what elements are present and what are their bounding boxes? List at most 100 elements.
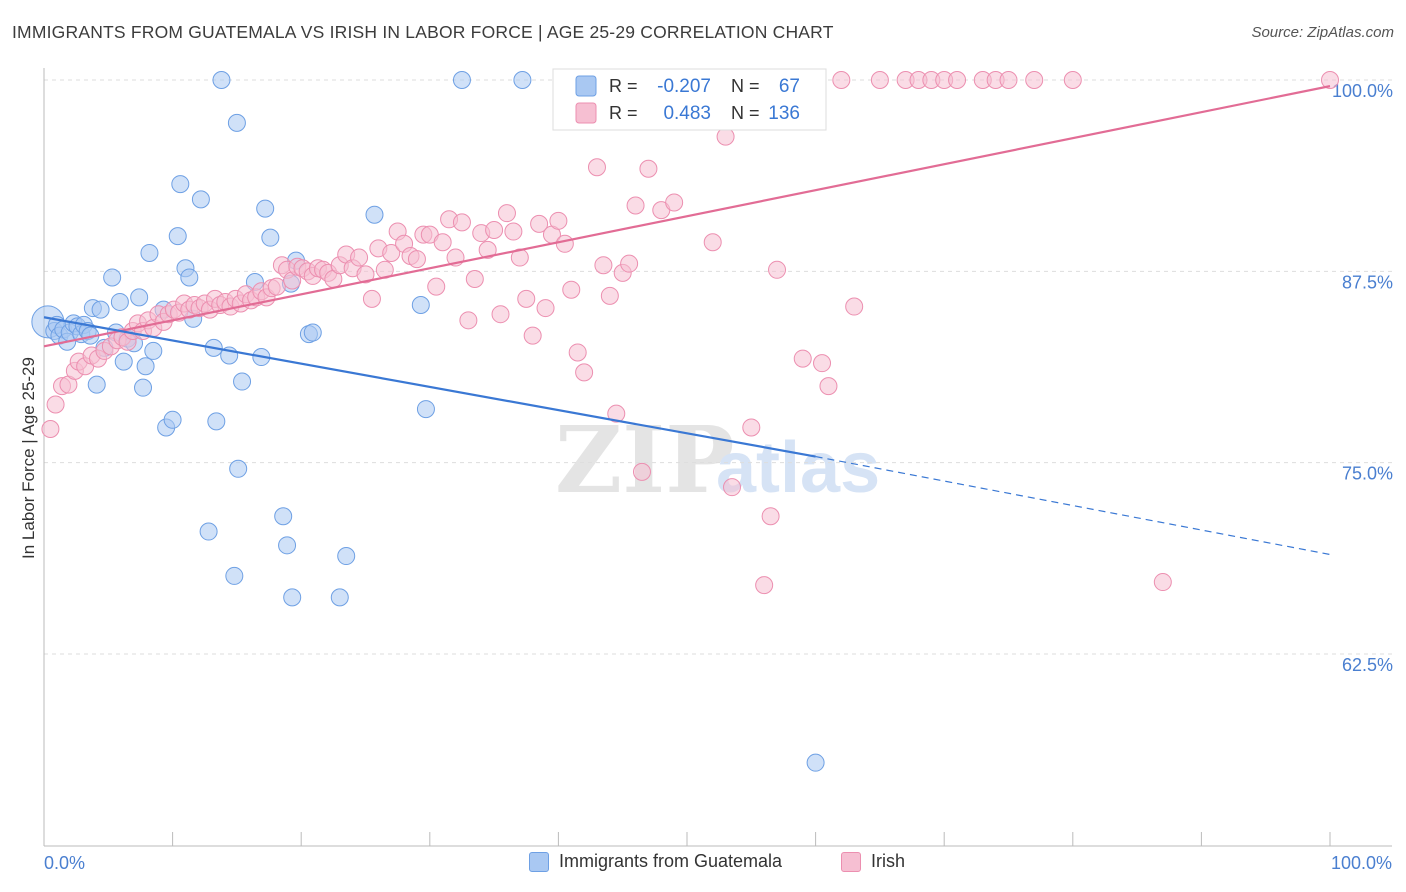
irish-point — [813, 354, 832, 373]
irish-point — [703, 233, 722, 252]
guatemala-point — [136, 357, 155, 376]
legend-n-value-irish: 136 — [768, 103, 800, 124]
guatemala-point — [91, 300, 110, 319]
legend-r-value-guatemala: -0.207 — [657, 76, 711, 97]
irish-point — [761, 507, 780, 526]
guatemala-point — [365, 205, 384, 224]
watermark-atlas: atlas — [716, 428, 880, 508]
legend-r-label: R = — [609, 103, 638, 123]
guatemala-point — [233, 372, 252, 391]
guatemala-point — [227, 113, 246, 132]
guatemala-point — [330, 588, 349, 607]
trend-lines — [43, 85, 1331, 556]
legend-r-value-irish: 0.483 — [663, 103, 711, 124]
trend-line-irish — [43, 85, 1331, 348]
irish-point — [587, 158, 606, 177]
irish-point — [1153, 573, 1172, 592]
x-ticks — [43, 832, 1331, 846]
irish-point — [523, 326, 542, 345]
y-tick-label-1: 75.0% — [1342, 464, 1393, 484]
guatemala-point — [134, 378, 153, 397]
guatemala-point — [411, 296, 430, 315]
guatemala-point — [256, 199, 275, 218]
irish-point — [562, 280, 581, 299]
irish-point — [517, 289, 536, 308]
irish-point — [742, 418, 761, 437]
guatemala-point — [163, 410, 182, 429]
guatemala-point — [337, 547, 356, 566]
irish-point — [594, 256, 613, 275]
legend-n-label: N = — [731, 103, 760, 123]
irish-point — [575, 363, 594, 382]
guatemala-point — [168, 227, 187, 246]
gridlines — [44, 79, 1392, 655]
irish-point — [568, 343, 587, 362]
guatemala-point — [130, 288, 149, 307]
guatemala-point — [207, 412, 226, 431]
irish-point — [639, 159, 658, 178]
irish-point — [768, 260, 787, 279]
legend-label-irish: Irish — [871, 851, 906, 871]
legend-label-guatemala: Immigrants from Guatemala — [559, 851, 783, 871]
legend-swatch-guatemala — [529, 851, 549, 872]
source-credit: Source: ZipAtlas.com — [1251, 24, 1394, 41]
irish-point — [845, 297, 864, 316]
irish-point — [427, 277, 446, 296]
y-tick-label-2: 87.5% — [1342, 272, 1393, 292]
irish-point — [530, 214, 549, 233]
guatemala-point — [303, 323, 322, 342]
guatemala-point — [199, 522, 218, 541]
legend-item-guatemala[interactable]: Immigrants from Guatemala — [529, 851, 782, 872]
legend-n-label: N = — [731, 76, 760, 96]
irish-point — [716, 127, 735, 146]
irish-point — [465, 269, 484, 288]
guatemala-point — [452, 71, 471, 89]
irish-point — [459, 311, 478, 330]
legend-swatch-guatemala — [575, 75, 597, 97]
trend-line-guatemala-extension — [815, 455, 1331, 556]
y-tick-labels: 62.5% 75.0% 87.5% 100.0% — [1332, 81, 1393, 675]
guatemala-point — [171, 175, 190, 194]
irish-point — [407, 250, 426, 269]
trend-line-guatemala — [43, 316, 816, 458]
irish-point — [948, 71, 967, 89]
irish-point — [819, 377, 838, 396]
irish-point — [793, 349, 812, 368]
guatemala-point — [274, 507, 293, 526]
irish-point — [755, 576, 774, 595]
guatemala-point — [416, 400, 435, 419]
irish-point — [497, 204, 516, 223]
irish-point — [1025, 71, 1044, 89]
guatemala-point — [87, 375, 106, 394]
legend-bottom: Immigrants from Guatemala Irish — [0, 851, 1406, 881]
guatemala-point — [229, 459, 248, 478]
guatemala-point — [103, 268, 122, 287]
guatemala-point — [110, 292, 129, 311]
guatemala-point — [212, 71, 231, 89]
irish-point — [382, 243, 401, 262]
irish-point — [632, 462, 651, 481]
legend-item-irish[interactable]: Irish — [841, 851, 905, 872]
irish-point — [607, 404, 626, 423]
irish-point — [555, 234, 574, 253]
guatemala-point — [806, 753, 825, 772]
guatemala-point — [513, 71, 532, 89]
guatemala-point — [180, 268, 199, 287]
irish-point — [41, 419, 60, 438]
guatemala-point — [261, 228, 280, 247]
series-irish-points — [41, 71, 1339, 595]
irish-point — [1063, 71, 1082, 89]
legend-top: R = -0.207 N = 67 R = 0.483 N = 136 — [552, 68, 827, 131]
guatemala-point — [140, 243, 159, 262]
irish-point — [870, 71, 889, 89]
watermark-zip: ZIP — [555, 406, 734, 514]
irish-point — [832, 71, 851, 89]
guatemala-point — [225, 566, 244, 585]
irish-point — [536, 299, 555, 318]
irish-point — [723, 478, 742, 497]
irish-point — [485, 221, 504, 240]
y-axis-label: In Labor Force | Age 25-29 — [19, 357, 38, 559]
guatemala-point — [114, 352, 133, 371]
guatemala-point — [144, 341, 163, 360]
x-tick-label-min: 0.0% — [44, 853, 85, 873]
